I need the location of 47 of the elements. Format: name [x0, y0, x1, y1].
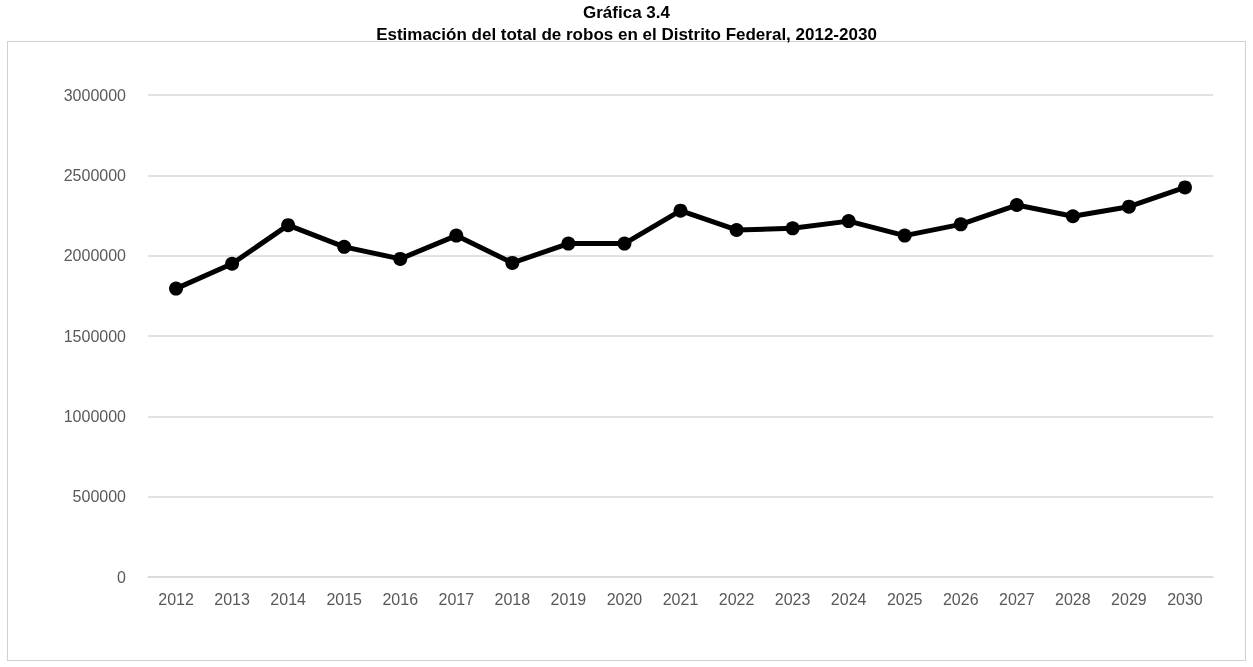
point	[841, 214, 856, 229]
point	[785, 221, 800, 236]
point	[1121, 199, 1136, 214]
x-tick-label: 2029	[1111, 590, 1147, 608]
point	[729, 222, 744, 237]
x-tick-label: 2022	[718, 590, 755, 608]
point	[393, 251, 408, 266]
y-tick-label: 3000000	[63, 86, 127, 104]
x-tick-label: 2017	[438, 590, 475, 608]
point	[953, 217, 968, 232]
point	[281, 218, 296, 233]
x-tick-label: 2028	[1055, 590, 1091, 608]
point	[225, 256, 240, 271]
x-tick-label: 2021	[662, 590, 699, 608]
y-tick-label: 1500000	[63, 327, 127, 345]
y-tick-label: 2500000	[63, 166, 127, 184]
x-tick-label: 2025	[886, 590, 923, 608]
point	[505, 255, 520, 270]
x-tick-label: 2014	[270, 590, 307, 608]
chart-subtitle: Estimación del total de robos en el Distrito Federal, 2012-2030	[375, 24, 878, 46]
point	[673, 203, 688, 218]
x-tick-label: 2030	[1167, 590, 1203, 608]
point	[337, 239, 352, 254]
point	[1009, 198, 1024, 213]
y-tick-label: 1000000	[63, 407, 127, 425]
x-tick-label: 2013	[214, 590, 250, 608]
x-tick-label: 2026	[942, 590, 979, 608]
y-tick-label: 0	[117, 568, 127, 586]
point	[1177, 180, 1192, 195]
point	[449, 228, 464, 243]
x-tick-label: 2016	[382, 590, 419, 608]
x-tick-label: 2012	[158, 590, 194, 608]
x-tick-label: 2019	[550, 590, 587, 608]
chart-title: Gráfica 3.4	[582, 2, 671, 24]
x-tick-label: 2018	[494, 590, 531, 608]
x-tick-label: 2027	[999, 590, 1035, 608]
x-tick-label: 2023	[774, 590, 811, 608]
point	[561, 236, 576, 251]
point	[897, 228, 912, 243]
x-tick-label: 2015	[326, 590, 363, 608]
x-tick-label: 2024	[830, 590, 867, 608]
y-tick-label: 2000000	[63, 247, 127, 265]
x-tick-label: 2020	[606, 590, 643, 608]
y-tick-label: 500000	[72, 488, 127, 506]
point	[169, 281, 184, 296]
point	[1065, 209, 1080, 224]
point	[617, 236, 632, 251]
